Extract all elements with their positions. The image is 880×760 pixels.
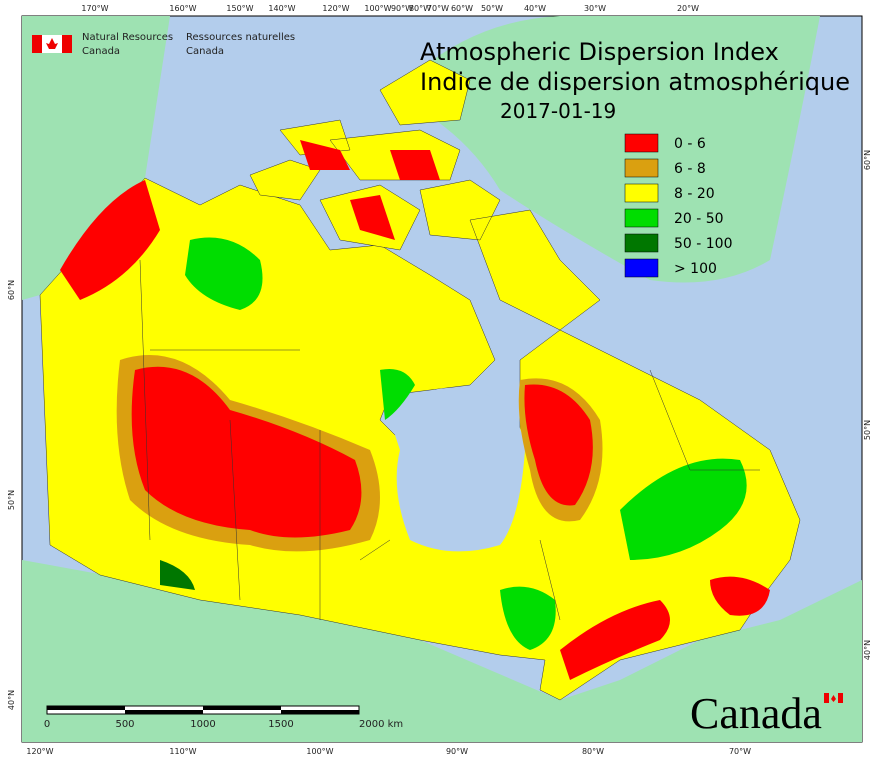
legend-label: 0 - 6 (674, 136, 706, 152)
scale-label: 1000 (190, 719, 215, 730)
scale-label: 2000 km (359, 719, 403, 730)
legend: 0 - 6 6 - 8 8 - 20 20 - 50 50 - 100 > 100 (624, 133, 733, 278)
legend-swatch (624, 258, 659, 278)
legend-label: 8 - 20 (674, 186, 715, 202)
legend-label: 50 - 100 (674, 236, 733, 252)
scale-segment (281, 710, 359, 714)
zone (560, 600, 670, 680)
zone (620, 458, 747, 560)
zone (160, 560, 195, 590)
scale-segment (47, 706, 125, 710)
legend-swatch (624, 158, 659, 178)
bottom-label: 100°W (306, 747, 333, 756)
top-label: 80°W (409, 4, 431, 13)
right-label: 60°N (863, 150, 872, 170)
scale-segment (125, 710, 203, 714)
title: Atmospheric Dispersion Index (420, 38, 779, 66)
bottom-label: 90°W (446, 747, 468, 756)
right-label: 50°N (863, 420, 872, 440)
zone (185, 237, 263, 310)
flag-left (32, 35, 42, 53)
zone (710, 576, 770, 616)
scale-label: 0 (44, 719, 50, 730)
zone (131, 366, 362, 538)
left-label: 60°N (7, 280, 16, 300)
bottom-label: 70°W (729, 747, 751, 756)
scale-label: 1500 (268, 719, 293, 730)
top-label: 50°W (481, 4, 503, 13)
legend-swatch (624, 208, 659, 228)
scale-labels: 0 500 1000 1500 2000 km (44, 719, 403, 730)
greenland (420, 16, 820, 283)
zone (60, 180, 160, 300)
zone (380, 369, 415, 420)
scale-segment (203, 706, 281, 710)
usa (22, 560, 862, 742)
hudson-bay (390, 388, 525, 552)
top-label: 140°W (268, 4, 295, 13)
zone (300, 140, 440, 240)
graticule: 170°W 160°W 150°W 140°W 120°W 100°W 90°W80°W70… (7, 4, 872, 756)
wordmark-flag (824, 693, 829, 703)
legend-swatch (624, 133, 659, 153)
agency-fr: Ressources naturelles (186, 32, 295, 43)
left-label: 40°N (7, 690, 16, 710)
legend-label: 6 - 8 (674, 161, 706, 177)
top-label: 30°W (584, 4, 606, 13)
title: Indice de dispersion atmosphérique (420, 68, 850, 96)
zone (524, 384, 593, 506)
legend-swatch (624, 183, 659, 203)
legend-swatch (624, 233, 659, 253)
scale-label: 500 (115, 719, 134, 730)
bottom-label: 120°W (26, 747, 53, 756)
top-label: 20°W (677, 4, 699, 13)
date: 2017-01-19 (500, 99, 616, 123)
zone (500, 586, 556, 650)
top-label: 120°W (322, 4, 349, 13)
maple-leaf (46, 38, 58, 49)
wordmark-leaf (831, 695, 836, 702)
top-label: 90°W (391, 4, 413, 13)
legend-label: 20 - 50 (674, 211, 724, 227)
right-label: 40°N (863, 640, 872, 660)
top-label: 170°W (81, 4, 108, 13)
bottom-label: 80°W (582, 747, 604, 756)
wordmark: Canada (690, 689, 822, 738)
top-label: 60°W (451, 4, 473, 13)
scale-bar (46, 705, 360, 715)
top-label: 150°W (226, 4, 253, 13)
top-label: 160°W (169, 4, 196, 13)
agency-fr: Canada (186, 46, 224, 57)
province-borders (139, 259, 760, 621)
alaska (22, 16, 170, 300)
legend-label: > 100 (674, 261, 717, 277)
agency-en: Canada (82, 46, 120, 57)
top-label: 100°W (364, 4, 391, 13)
wordmark-flag (838, 693, 843, 703)
flag-right (62, 35, 72, 53)
agency-en: Natural Resources (82, 32, 173, 43)
arctic-islands (249, 59, 601, 331)
bottom-label: 110°W (169, 747, 196, 756)
top-label: 40°W (524, 4, 546, 13)
top-label: 70°W (427, 4, 449, 13)
left-label: 50°N (7, 490, 16, 510)
